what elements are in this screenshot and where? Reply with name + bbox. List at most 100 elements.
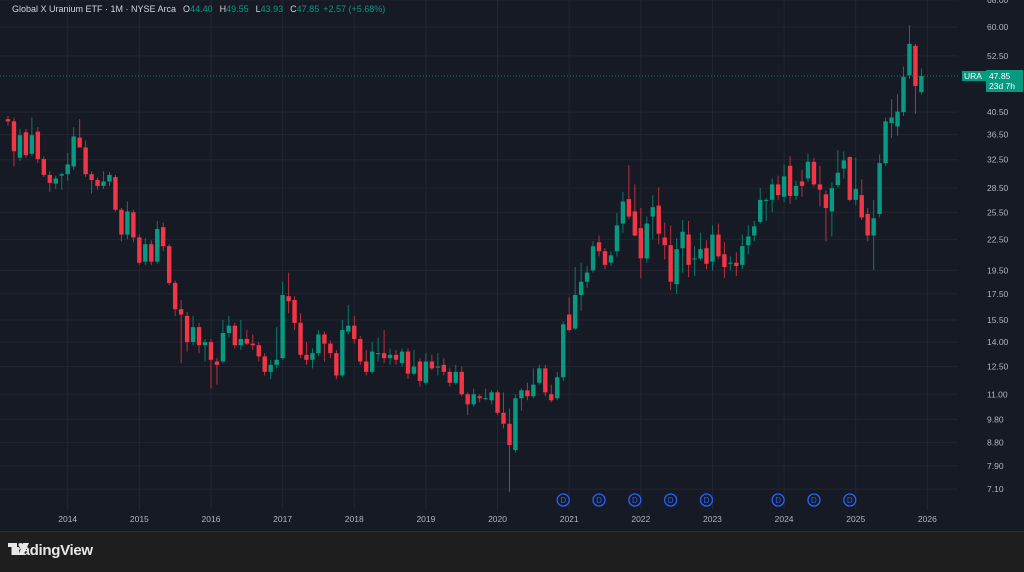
candle: [316, 330, 321, 357]
candle-body: [537, 368, 542, 383]
candle-body: [823, 194, 829, 209]
candle: [519, 388, 524, 411]
dividend-marker[interactable]: D: [664, 493, 678, 507]
candle: [232, 322, 238, 349]
dividend-marker[interactable]: D: [592, 493, 606, 507]
candle-body: [208, 342, 214, 360]
price-tick-label: 7.90: [987, 461, 1004, 471]
candle: [799, 169, 805, 197]
candle-body: [483, 398, 488, 400]
candle: [238, 320, 244, 350]
candle: [781, 164, 787, 203]
candle-body: [489, 392, 494, 401]
candle: [459, 366, 464, 397]
dividend-label: D: [847, 496, 853, 505]
candle-body: [525, 390, 530, 397]
candle-body: [871, 218, 876, 236]
candle-body: [662, 237, 667, 246]
dividend-marker[interactable]: D: [556, 493, 570, 507]
candle-body: [453, 371, 458, 383]
price-tick-label: 19.50: [987, 265, 1009, 275]
candle-body: [17, 135, 23, 158]
dividend-icon: [592, 493, 606, 507]
candle-body: [161, 227, 166, 247]
candle-body: [340, 330, 345, 376]
candle: [310, 348, 315, 369]
candle: [405, 348, 411, 380]
candle: [817, 165, 823, 207]
tradingview-logo[interactable]: TradingView: [8, 542, 93, 559]
price-tick-label: 32.50: [987, 155, 1009, 165]
candlestick-chart[interactable]: 68.00 60.00 52.50 40.50 36.50 32.50 28.50 25.50…: [0, 0, 1024, 531]
last-price-tag: 47.85 23d 7h: [986, 69, 1023, 92]
candle-body: [566, 314, 572, 331]
candle-body: [298, 322, 303, 355]
candle: [752, 220, 757, 242]
candle-body: [656, 205, 661, 234]
dividend-marker[interactable]: D: [628, 493, 642, 507]
candle-body: [728, 262, 733, 264]
candle-body: [375, 353, 381, 355]
candle: [256, 342, 261, 362]
candle: [17, 128, 23, 162]
time-tick-label: 2019: [416, 514, 435, 524]
candle: [775, 175, 781, 200]
price-tick-label: 7.10: [987, 484, 1004, 494]
candle-body: [716, 234, 721, 257]
candle: [811, 157, 817, 187]
dividend-marker[interactable]: D: [843, 493, 857, 507]
candle: [513, 394, 518, 453]
price-tick-label: 17.50: [987, 289, 1009, 299]
candle-body: [841, 160, 846, 169]
candle-body: [572, 294, 578, 329]
candle-body: [775, 184, 781, 196]
candle-body: [608, 255, 614, 263]
candle-body: [286, 296, 291, 302]
candle-body: [155, 229, 160, 262]
time-tick-label: 2018: [345, 514, 364, 524]
candle: [208, 338, 214, 389]
candle-body: [143, 244, 148, 262]
candle-body: [346, 325, 351, 332]
dividend-marker[interactable]: D: [771, 493, 785, 507]
candle-body: [811, 161, 817, 185]
candle-body: [710, 234, 715, 262]
candle: [692, 246, 697, 276]
candle-body: [602, 251, 608, 265]
candle: [47, 171, 52, 193]
candle: [322, 331, 327, 362]
candle-body: [692, 258, 697, 260]
candle-body: [686, 234, 691, 265]
candle: [453, 364, 458, 385]
candle: [298, 313, 303, 359]
candle-body: [166, 246, 172, 283]
chart-panel[interactable]: 68.00 60.00 52.50 40.50 36.50 32.50 28.50 25.50…: [0, 0, 1024, 532]
dividend-icon: [771, 493, 785, 507]
candle: [11, 117, 17, 167]
candle: [871, 199, 876, 271]
candle-body: [352, 325, 357, 339]
candle: [602, 248, 608, 270]
candle: [202, 338, 208, 362]
candle: [441, 358, 447, 376]
candle-body: [477, 396, 482, 399]
candle: [638, 208, 644, 279]
candle: [841, 151, 846, 179]
candle-body: [304, 354, 309, 360]
candle-body: [704, 248, 709, 264]
candle: [889, 99, 894, 139]
candle: [465, 392, 470, 415]
candle-body: [256, 345, 261, 357]
symbol-legend: Global X Uranium ETF · 1M · NYSE Arca O4…: [12, 4, 385, 14]
dividend-marker[interactable]: D: [807, 493, 821, 507]
candle: [375, 337, 381, 362]
candle-body: [626, 199, 632, 217]
candle: [77, 119, 82, 148]
candle-body: [555, 377, 560, 399]
candle-body: [590, 246, 596, 271]
candle: [853, 157, 858, 206]
candle-body: [190, 327, 196, 343]
price-tick-label: 40.50: [987, 107, 1009, 117]
dividend-icon: [807, 493, 821, 507]
dividend-marker[interactable]: D: [699, 493, 714, 507]
